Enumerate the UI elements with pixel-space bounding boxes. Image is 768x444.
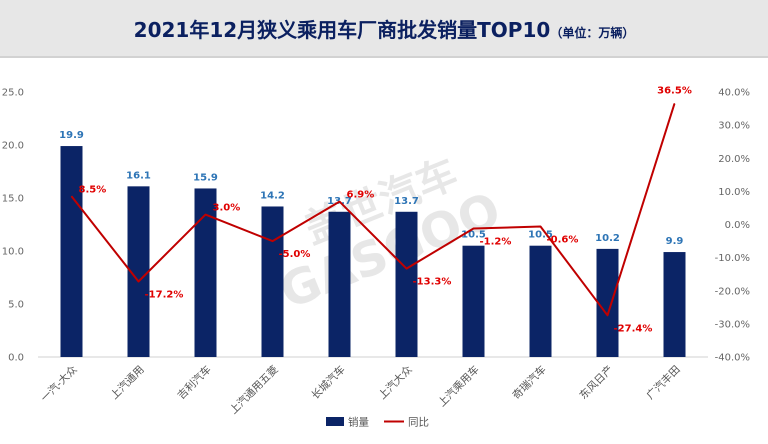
yoy-value-label: -5.0% [279, 249, 311, 260]
bar-value-label: 13.7 [394, 196, 419, 207]
category-label: 上汽大众 [376, 363, 415, 402]
y-left-tick: 10.0 [2, 247, 24, 258]
bar [462, 245, 485, 357]
yoy-value-label: 3.0% [213, 203, 241, 214]
y-right-tick: 0.0% [725, 220, 750, 231]
yoy-point [71, 195, 72, 197]
legend-bar-label: 销量 [348, 416, 369, 429]
y-left-tick: 0.0 [8, 353, 24, 364]
y-right-tick: 20.0% [718, 154, 750, 165]
bar [328, 211, 351, 357]
y-right-tick: -10.0% [715, 253, 750, 264]
y-right-tick: 40.0% [718, 88, 750, 99]
yoy-point [473, 227, 474, 229]
y-left-tick: 20.0 [2, 141, 24, 152]
y-right-tick: 10.0% [718, 187, 750, 198]
bar [127, 186, 150, 357]
yoy-point [607, 314, 608, 316]
y-right-tick: -30.0% [715, 319, 750, 330]
chart-title: 2021年12月狭义乘用车厂商批发销量TOP10（单位：万辆） [0, 14, 768, 43]
yoy-point [339, 201, 340, 203]
yoy-value-label: 6.9% [347, 190, 375, 201]
bar [261, 206, 284, 357]
yoy-value-label: 8.5% [79, 184, 107, 195]
yoy-point [674, 103, 675, 105]
yoy-point [272, 240, 273, 242]
bar-value-label: 14.2 [260, 190, 285, 201]
bar-value-label: 9.9 [666, 236, 684, 247]
category-label: 广汽丰田 [644, 363, 683, 402]
bar [395, 211, 418, 357]
bar-value-label: 10.2 [595, 233, 620, 244]
bar-value-label: 15.9 [193, 172, 218, 183]
bar-value-label: 10.5 [528, 230, 553, 241]
yoy-value-label: -13.3% [413, 277, 452, 288]
y-left-tick: 25.0 [2, 88, 24, 99]
legend-line-label: 同比 [408, 416, 429, 429]
bar [60, 146, 83, 357]
bar [529, 245, 552, 357]
yoy-value-label: -17.2% [145, 289, 184, 300]
bar [663, 252, 686, 357]
y-right-tick: 30.0% [718, 121, 750, 132]
yoy-value-label: -1.2% [480, 236, 512, 247]
bar [194, 188, 217, 357]
y-left-tick: 15.0 [2, 194, 24, 205]
chart-title-text: 2021年12月狭义乘用车厂商批发销量TOP10 [133, 18, 551, 42]
bar [596, 248, 619, 357]
yoy-value-label: 36.5% [657, 86, 692, 97]
yoy-value-label: -0.6% [547, 234, 579, 245]
yoy-point [138, 280, 139, 282]
unit-label: （单位：万辆） [550, 26, 635, 40]
bar-value-label: 10.5 [461, 230, 486, 241]
yoy-line [70, 103, 676, 317]
category-label: 奇瑞汽车 [510, 363, 549, 402]
category-label: 东风日产 [577, 363, 616, 402]
y-right-tick: -40.0% [715, 353, 750, 364]
y-right-tick: -20.0% [715, 286, 750, 297]
title-bar: 2021年12月狭义乘用车厂商批发销量TOP10（单位：万辆） [0, 0, 768, 58]
category-label: 上汽通用 [108, 363, 147, 402]
bar-value-label: 16.1 [126, 170, 151, 181]
category-label: 一汽-大众 [38, 363, 80, 405]
category-label: 吉利汽车 [175, 363, 214, 402]
yoy-value-label: -27.4% [614, 323, 653, 334]
bar-value-label: 19.9 [59, 130, 84, 141]
y-left-tick: 5.0 [8, 300, 24, 311]
yoy-point [406, 268, 407, 270]
category-label: 长城汽车 [309, 363, 348, 402]
yoy-point [540, 225, 541, 227]
yoy-point [205, 214, 206, 216]
category-label: 上汽通用五菱 [227, 363, 281, 417]
legend-bar-swatch [326, 417, 344, 426]
category-label: 上汽乘用车 [435, 363, 481, 409]
